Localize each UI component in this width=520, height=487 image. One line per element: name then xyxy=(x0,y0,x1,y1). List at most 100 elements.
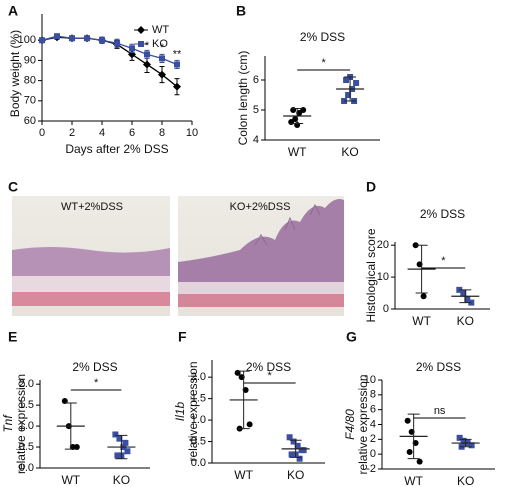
marker xyxy=(99,37,105,44)
marker xyxy=(112,431,119,438)
panel-letter: F xyxy=(178,329,187,345)
y-axis-label-gene: Tnf xyxy=(1,414,15,433)
y-axis-label-gene: F4/80 xyxy=(343,409,357,440)
panel-letter: E xyxy=(8,329,17,345)
marker xyxy=(296,455,303,462)
x-tick-label: WT xyxy=(61,473,80,487)
chart-title: 2% DSS xyxy=(246,360,291,374)
x-tick-label: 8 xyxy=(159,127,165,139)
tissue-layer xyxy=(178,282,344,294)
marker xyxy=(124,448,131,455)
panel-letter: G xyxy=(346,329,357,345)
x-tick-label: WT xyxy=(404,474,423,487)
tissue-folds xyxy=(254,203,321,246)
axis xyxy=(381,380,495,470)
y-tick-label: -2 xyxy=(366,463,376,475)
legend-label: KO xyxy=(152,38,168,50)
y-axis-label: relative expression xyxy=(14,374,28,474)
marker xyxy=(144,51,150,58)
y-tick-label: 70 xyxy=(24,95,36,107)
marker xyxy=(173,82,181,91)
marker xyxy=(294,442,301,449)
significance-label: * xyxy=(441,255,446,267)
y-tick-label: 0 xyxy=(370,448,376,460)
y-axis-label: relative expression xyxy=(356,374,370,474)
significance-label: * xyxy=(94,377,99,389)
series-line xyxy=(41,35,178,66)
x-tick-label: 2 xyxy=(69,127,75,139)
y-tick-label: 10 xyxy=(364,374,376,386)
marker xyxy=(290,438,297,445)
significance-label: * xyxy=(322,57,327,69)
image-label: KO+2%DSS xyxy=(230,201,291,213)
marker xyxy=(73,444,80,451)
y-tick-label: 10 xyxy=(377,271,389,283)
tissue-layer xyxy=(178,199,344,282)
marker xyxy=(174,61,180,68)
y-axis-label-gene: Il1b xyxy=(173,402,187,422)
chart-title: 2% DSS xyxy=(72,360,117,374)
marker xyxy=(54,33,60,40)
y-tick-label: 4 xyxy=(370,418,376,430)
marker xyxy=(114,40,120,47)
sd-bar xyxy=(289,439,302,458)
marker xyxy=(159,55,165,62)
y-tick-label: 1.0 xyxy=(191,414,206,426)
y-tick-label: 6 xyxy=(370,404,376,416)
marker xyxy=(143,60,151,69)
legend-label: WT xyxy=(152,24,169,36)
y-axis-label: Histological score xyxy=(364,228,378,322)
x-tick-label: KO xyxy=(457,474,474,487)
marker xyxy=(116,435,123,442)
chart-title: 2% DSS xyxy=(416,360,461,374)
x-tick-label: WT xyxy=(288,145,307,159)
y-tick-label: 20 xyxy=(377,239,389,251)
marker xyxy=(420,293,427,300)
marker xyxy=(158,70,166,79)
marker xyxy=(286,434,293,441)
marker xyxy=(69,35,75,42)
y-tick-label: 0.5 xyxy=(19,441,34,453)
marker xyxy=(460,290,467,297)
y-tick-label: 2.0 xyxy=(19,378,34,390)
marker xyxy=(84,35,90,42)
sd-bar xyxy=(415,244,428,294)
marker xyxy=(468,442,475,449)
image-label: WT+2%DSS xyxy=(61,201,123,213)
marker xyxy=(353,80,360,86)
y-tick-label: 0.5 xyxy=(191,435,206,447)
marker xyxy=(406,448,413,455)
x-tick-label: KO xyxy=(457,314,474,328)
panel-letter: A xyxy=(8,3,18,19)
sd-bar xyxy=(237,370,250,430)
legend-marker xyxy=(137,26,145,34)
x-tick-label: KO xyxy=(341,145,358,159)
histology-panel: C WT+2%DSS KO+2%DSS xyxy=(8,179,344,316)
panel-letter: B xyxy=(236,3,246,19)
marker xyxy=(345,92,352,98)
tissue-layer xyxy=(178,294,344,307)
y-tick-label: 4 xyxy=(253,134,259,146)
significance-label: * xyxy=(160,42,165,54)
y-tick-label: 0 xyxy=(383,303,389,315)
x-tick-label: KO xyxy=(113,473,130,487)
marker xyxy=(288,451,295,458)
y-tick-label: 60 xyxy=(24,115,36,127)
y-tick-label: 5 xyxy=(253,104,259,116)
y-tick-label: 1.0 xyxy=(19,420,34,432)
sd-bar xyxy=(459,438,472,448)
y-tick-label: 2 xyxy=(370,433,376,445)
x-tick-label: 0 xyxy=(39,127,45,139)
x-tick-label: 4 xyxy=(99,127,105,139)
y-tick-label: 8 xyxy=(370,389,376,401)
marker xyxy=(290,107,297,113)
sd-bar xyxy=(291,108,304,124)
marker xyxy=(129,45,135,52)
x-tick-label: 6 xyxy=(129,127,135,139)
marker xyxy=(61,397,68,404)
sd-bar xyxy=(64,402,77,450)
marker xyxy=(114,452,121,459)
marker xyxy=(416,458,423,465)
x-tick-label: WT xyxy=(234,468,253,482)
x-tick-label: 10 xyxy=(186,127,198,139)
